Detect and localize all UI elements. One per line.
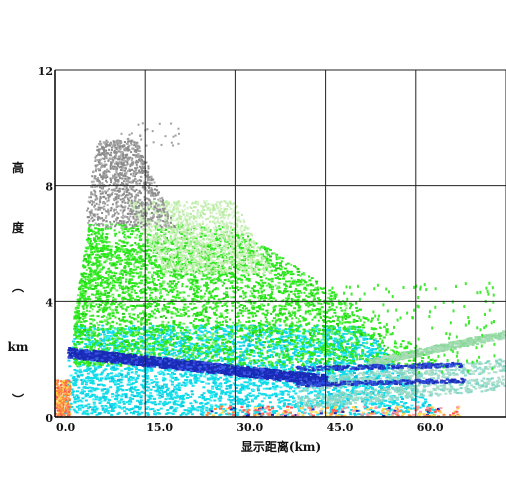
x-tick-label-0: 0.0 — [56, 421, 75, 434]
y-tick-label-3: 12 — [38, 65, 53, 78]
y-axis-title-char-1: 高 — [12, 160, 24, 175]
y-axis-title-char-3: ︵ — [11, 280, 25, 294]
grid-layer — [55, 69, 506, 417]
y-axis-title: 高 度 ︵ km ︶ — [7, 160, 28, 407]
echo-layer — [55, 122, 506, 417]
y-tick-labels: 0 4 8 12 — [38, 65, 54, 425]
y-tick-label-2: 8 — [45, 181, 53, 194]
x-tick-label-2: 30.0 — [236, 421, 263, 434]
red-orange-near-surface — [55, 379, 461, 417]
x-axis-title: 显示距离(km) — [241, 439, 321, 454]
dark-blue-bright-band — [67, 347, 467, 388]
x-tick-label-1: 15.0 — [146, 421, 173, 434]
y-axis-title-char-5: ︶ — [11, 392, 25, 407]
y-tick-label-1: 4 — [45, 296, 53, 309]
gray-echo — [86, 122, 180, 229]
y-axis-title-char-2: 度 — [12, 220, 25, 235]
y-axis-title-char-4: km — [7, 340, 28, 354]
y-tick-label-0: 0 — [45, 412, 53, 425]
x-tick-label-4: 60.0 — [417, 421, 444, 434]
x-tick-label-3: 45.0 — [327, 421, 354, 434]
axis-layer — [54, 70, 506, 418]
x-tick-labels: 0.015.030.045.060.075.0 — [56, 421, 444, 434]
